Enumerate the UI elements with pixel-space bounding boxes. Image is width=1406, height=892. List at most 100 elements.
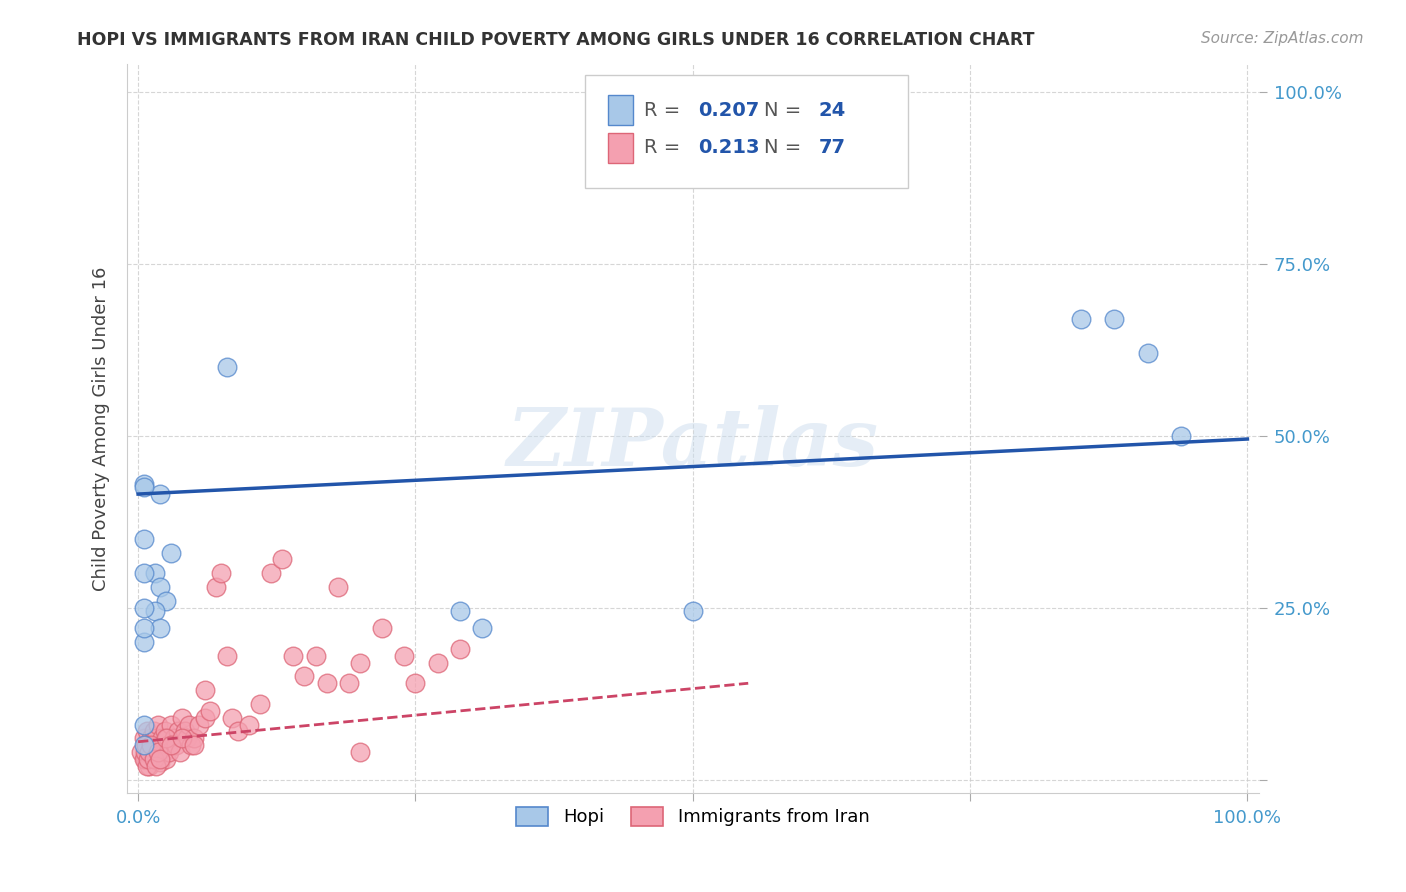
Y-axis label: Child Poverty Among Girls Under 16: Child Poverty Among Girls Under 16 [93, 267, 110, 591]
Point [136, 752, 159, 766]
Point [149, 580, 172, 594]
Point [157, 738, 180, 752]
Text: R =: R = [644, 138, 686, 157]
Bar [607, 95, 633, 125]
Point [194, 683, 217, 698]
Point [136, 724, 159, 739]
Point [131, 745, 153, 759]
Point [304, 648, 326, 663]
Point [143, 566, 166, 581]
Point [155, 731, 177, 746]
Point [337, 676, 360, 690]
Text: N =: N = [763, 101, 807, 120]
Point [141, 738, 163, 752]
Point [315, 676, 337, 690]
Point [260, 566, 283, 581]
Point [471, 621, 494, 635]
Point [215, 648, 238, 663]
Point [149, 752, 172, 766]
Point [249, 697, 271, 711]
Point [394, 648, 416, 663]
Point [143, 604, 166, 618]
Point [136, 745, 159, 759]
Point [145, 759, 167, 773]
Point [149, 756, 172, 770]
Point [173, 724, 195, 739]
Point [326, 580, 349, 594]
Point [136, 759, 159, 773]
Point [156, 731, 179, 746]
Point [179, 717, 201, 731]
Point [143, 738, 166, 752]
Point [142, 724, 165, 739]
Point [349, 656, 371, 670]
Point [155, 752, 177, 766]
Point [167, 724, 190, 739]
Point [404, 676, 426, 690]
Point [238, 717, 260, 731]
Point [138, 759, 160, 773]
Point [142, 752, 165, 766]
Point [180, 738, 202, 752]
Point [132, 635, 155, 649]
Point [183, 731, 205, 746]
Point [294, 669, 316, 683]
Point [132, 752, 155, 766]
Point [209, 566, 232, 581]
Point [152, 731, 174, 746]
Text: Source: ZipAtlas.com: Source: ZipAtlas.com [1201, 31, 1364, 46]
Text: 24: 24 [818, 101, 845, 120]
Point [146, 745, 169, 759]
Point [165, 738, 187, 752]
Point [1104, 311, 1126, 326]
Point [148, 745, 170, 759]
Point [215, 359, 238, 374]
Point [134, 745, 156, 759]
Point [1070, 311, 1092, 326]
Point [371, 621, 394, 635]
Point [1170, 428, 1192, 442]
Text: R =: R = [644, 101, 686, 120]
Point [139, 738, 162, 752]
Point [132, 731, 155, 746]
Point [157, 745, 180, 759]
Point [169, 745, 191, 759]
Point [449, 604, 471, 618]
Point [449, 641, 471, 656]
Point [149, 621, 172, 635]
Point [426, 656, 449, 670]
Point [141, 745, 163, 759]
Point [150, 738, 173, 752]
Point [183, 738, 205, 752]
Point [138, 745, 160, 759]
Point [141, 731, 163, 746]
Point [283, 648, 305, 663]
Point [132, 600, 155, 615]
Text: ZIPatlas: ZIPatlas [506, 405, 879, 482]
Point [145, 731, 167, 746]
Legend: Hopi, Immigrants from Iran: Hopi, Immigrants from Iran [506, 798, 879, 836]
Text: 77: 77 [818, 138, 845, 157]
Point [132, 738, 155, 752]
Point [152, 745, 174, 759]
Point [194, 711, 217, 725]
Point [132, 717, 155, 731]
Point [198, 704, 221, 718]
Point [132, 532, 155, 546]
Point [682, 604, 704, 618]
Bar [607, 133, 633, 162]
Point [146, 752, 169, 766]
Text: HOPI VS IMMIGRANTS FROM IRAN CHILD POVERTY AMONG GIRLS UNDER 16 CORRELATION CHAR: HOPI VS IMMIGRANTS FROM IRAN CHILD POVER… [77, 31, 1035, 49]
Point [153, 724, 176, 739]
Point [1136, 346, 1159, 360]
Point [204, 580, 226, 594]
Point [132, 621, 155, 635]
Point [146, 717, 169, 731]
Text: N =: N = [763, 138, 807, 157]
Point [271, 552, 294, 566]
Text: 0.207: 0.207 [699, 101, 759, 120]
Point [132, 476, 155, 491]
Point [135, 738, 157, 752]
Point [226, 724, 249, 739]
Point [160, 738, 183, 752]
